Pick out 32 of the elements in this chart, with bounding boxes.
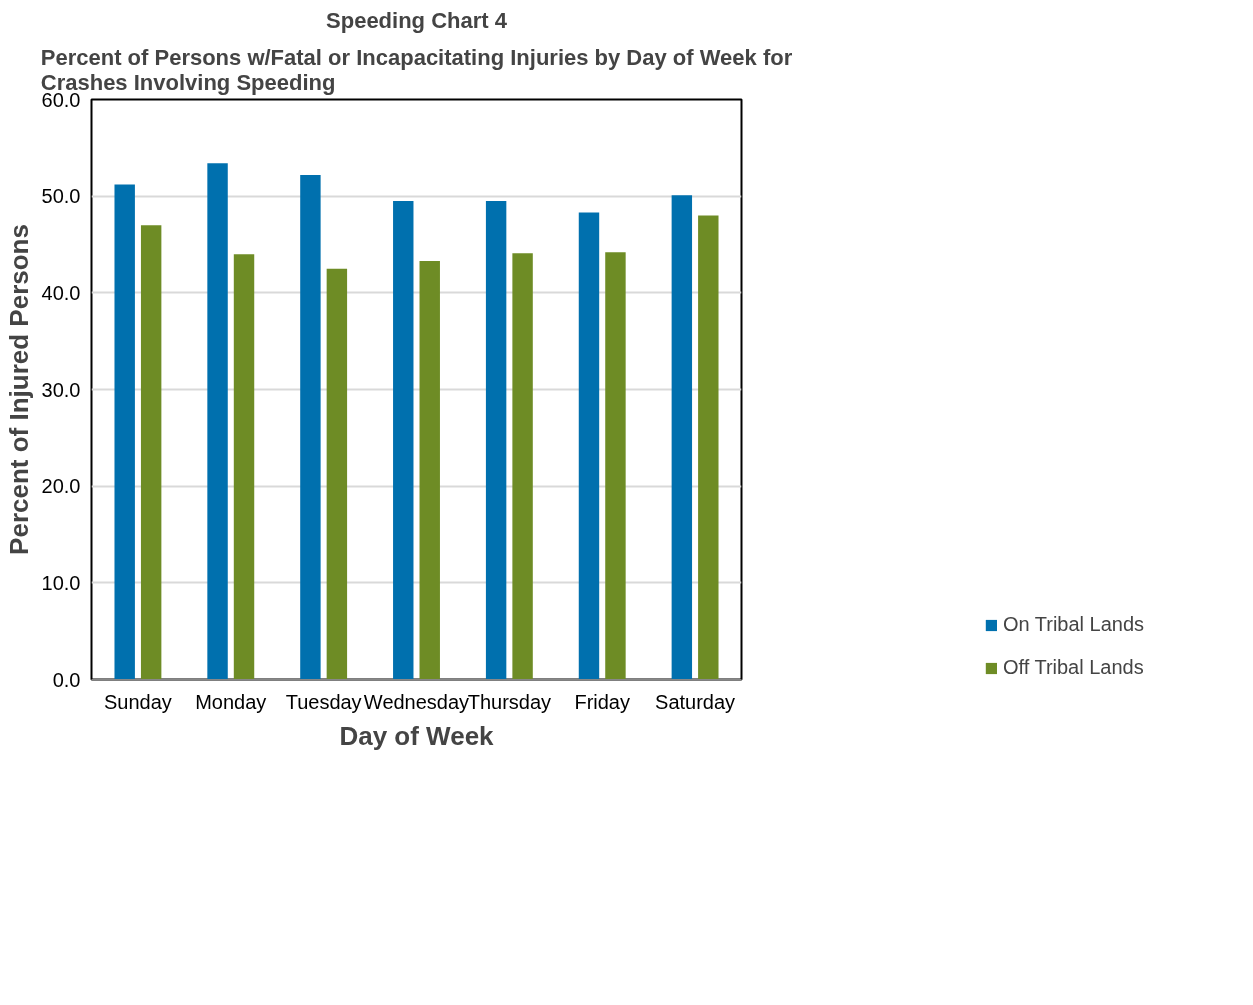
bar [114, 184, 135, 680]
bar [512, 253, 533, 680]
bar [605, 252, 626, 680]
chart-title: Speeding Chart 4 [326, 7, 508, 33]
bar [671, 195, 693, 680]
x-tick-label: Saturday [655, 690, 736, 713]
y-tick-label: 50.0 [41, 185, 81, 208]
bar [207, 163, 228, 680]
bar [326, 268, 348, 680]
x-tick-label: Wednesday [363, 690, 470, 713]
legend-label: Off Tribal Lands [1002, 656, 1144, 679]
bar [393, 201, 414, 680]
legend-label: On Tribal Lands [1002, 613, 1145, 636]
x-tick-label: Tuesday [285, 690, 362, 713]
bar [485, 201, 507, 680]
y-tick-label: 40.0 [41, 281, 81, 304]
y-tick-label: 0.0 [52, 668, 81, 691]
x-tick-label: Monday [195, 690, 267, 713]
x-axis-title: Day of Week [339, 720, 495, 751]
bar [419, 260, 440, 680]
y-tick-label: 30.0 [41, 378, 81, 401]
x-tick-label: Sunday [104, 690, 172, 713]
y-tick-label: 10.0 [41, 571, 81, 594]
bar [698, 215, 719, 680]
bar [300, 174, 321, 680]
x-tick-label: Thursday [467, 690, 552, 713]
y-tick-label: 20.0 [41, 475, 81, 498]
bar [233, 254, 255, 680]
y-axis-title: Percent of Injured Persons [3, 224, 34, 555]
bar [578, 212, 600, 680]
x-tick-label: Friday [574, 690, 631, 713]
bar [140, 225, 162, 680]
